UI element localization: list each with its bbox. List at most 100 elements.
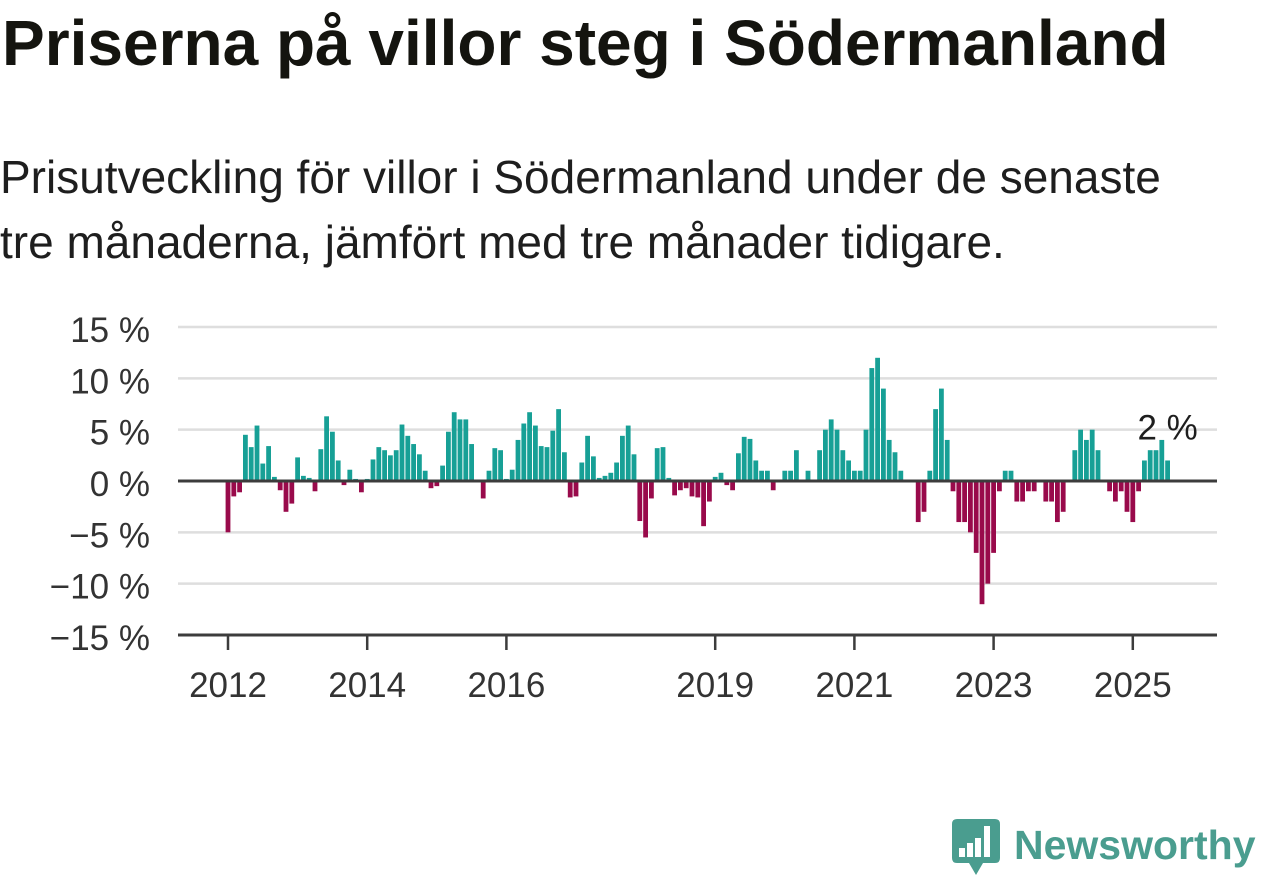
bar — [782, 470, 788, 481]
bar — [347, 469, 353, 481]
bar — [411, 444, 416, 481]
bar — [643, 481, 648, 538]
bar — [1113, 481, 1118, 502]
bar — [295, 457, 300, 481]
bar — [718, 472, 724, 481]
bar — [1124, 481, 1130, 512]
y-tick-label: −10 % — [50, 568, 150, 607]
bar — [260, 463, 266, 481]
bar — [428, 481, 434, 489]
bar — [446, 431, 451, 481]
bar — [1049, 481, 1054, 502]
bar — [788, 470, 793, 481]
bar — [341, 481, 347, 486]
x-tick-label: 2016 — [467, 666, 545, 705]
bar — [463, 419, 469, 481]
bar — [823, 429, 828, 481]
bar — [991, 481, 996, 553]
bar — [672, 481, 677, 496]
data-label: 2 % — [1137, 408, 1197, 447]
bar — [492, 448, 498, 481]
bar — [312, 481, 318, 492]
bar — [898, 470, 904, 481]
bar — [283, 481, 289, 512]
bars — [225, 357, 1170, 605]
bar — [817, 450, 822, 481]
bar — [405, 435, 411, 481]
bar — [480, 481, 486, 499]
bar — [614, 462, 619, 481]
bar — [927, 470, 933, 481]
bar — [759, 470, 764, 481]
bar — [602, 475, 608, 481]
bar — [388, 455, 393, 481]
bar — [985, 481, 991, 584]
bar — [1008, 470, 1014, 481]
bar — [318, 449, 324, 481]
bar — [1020, 481, 1025, 502]
bar — [509, 469, 515, 481]
bar — [689, 481, 695, 497]
bar — [678, 481, 683, 491]
bar — [747, 438, 753, 481]
bar-chart: 15 % 10 % 5 % 0 % −5 % −10 % −15 % 2012 2014 2016… — [50, 311, 1217, 705]
labels: 15 % 10 % 5 % 0 % −5 % −10 % −15 % 2012 2014 2016… — [50, 311, 1198, 705]
bar — [1130, 481, 1136, 523]
bar — [1026, 481, 1031, 492]
bar — [1043, 481, 1049, 502]
bar — [1089, 429, 1095, 481]
bar — [1136, 481, 1141, 492]
x-tick-label: 2014 — [328, 666, 406, 705]
bar — [625, 425, 631, 481]
bar — [765, 470, 770, 481]
bar — [324, 416, 329, 481]
bar — [794, 450, 799, 481]
bar — [469, 444, 474, 481]
bar — [724, 481, 730, 486]
bar — [585, 435, 590, 481]
bar — [770, 481, 776, 491]
bar — [666, 477, 672, 481]
bar — [968, 481, 973, 533]
bar — [266, 446, 271, 481]
bar — [243, 434, 248, 481]
bar — [434, 481, 440, 487]
bar — [1142, 460, 1147, 481]
bar — [695, 481, 701, 498]
y-tick-label: 5 % — [90, 414, 150, 453]
axes — [178, 479, 1217, 650]
bar — [683, 481, 689, 489]
bar — [301, 475, 306, 481]
bar — [881, 388, 886, 481]
bar — [1095, 450, 1101, 481]
bar — [573, 481, 579, 497]
bar — [1014, 481, 1020, 502]
bar — [272, 476, 277, 481]
bar — [741, 436, 747, 481]
bar — [335, 460, 341, 481]
bar — [649, 481, 654, 499]
bar — [875, 357, 880, 481]
bar — [277, 481, 283, 491]
bar — [231, 481, 237, 497]
bar — [1084, 439, 1089, 481]
bar — [1165, 460, 1170, 481]
bar — [701, 481, 706, 527]
bar — [556, 409, 561, 481]
x-tick-label: 2023 — [955, 666, 1033, 705]
bar — [498, 450, 503, 481]
bar — [393, 450, 399, 481]
bar — [422, 470, 428, 481]
logo-bar — [984, 826, 990, 857]
bar — [753, 460, 759, 481]
bar — [933, 409, 938, 481]
bar — [863, 429, 869, 481]
bar — [637, 481, 643, 522]
bar — [608, 472, 614, 481]
bar — [1072, 450, 1078, 481]
bar — [950, 481, 956, 492]
bar — [840, 450, 846, 481]
bar — [1002, 470, 1008, 481]
subtitle: Prisutveckling för villor i Södermanland… — [0, 151, 1161, 268]
y-tick-label: 15 % — [70, 311, 150, 350]
